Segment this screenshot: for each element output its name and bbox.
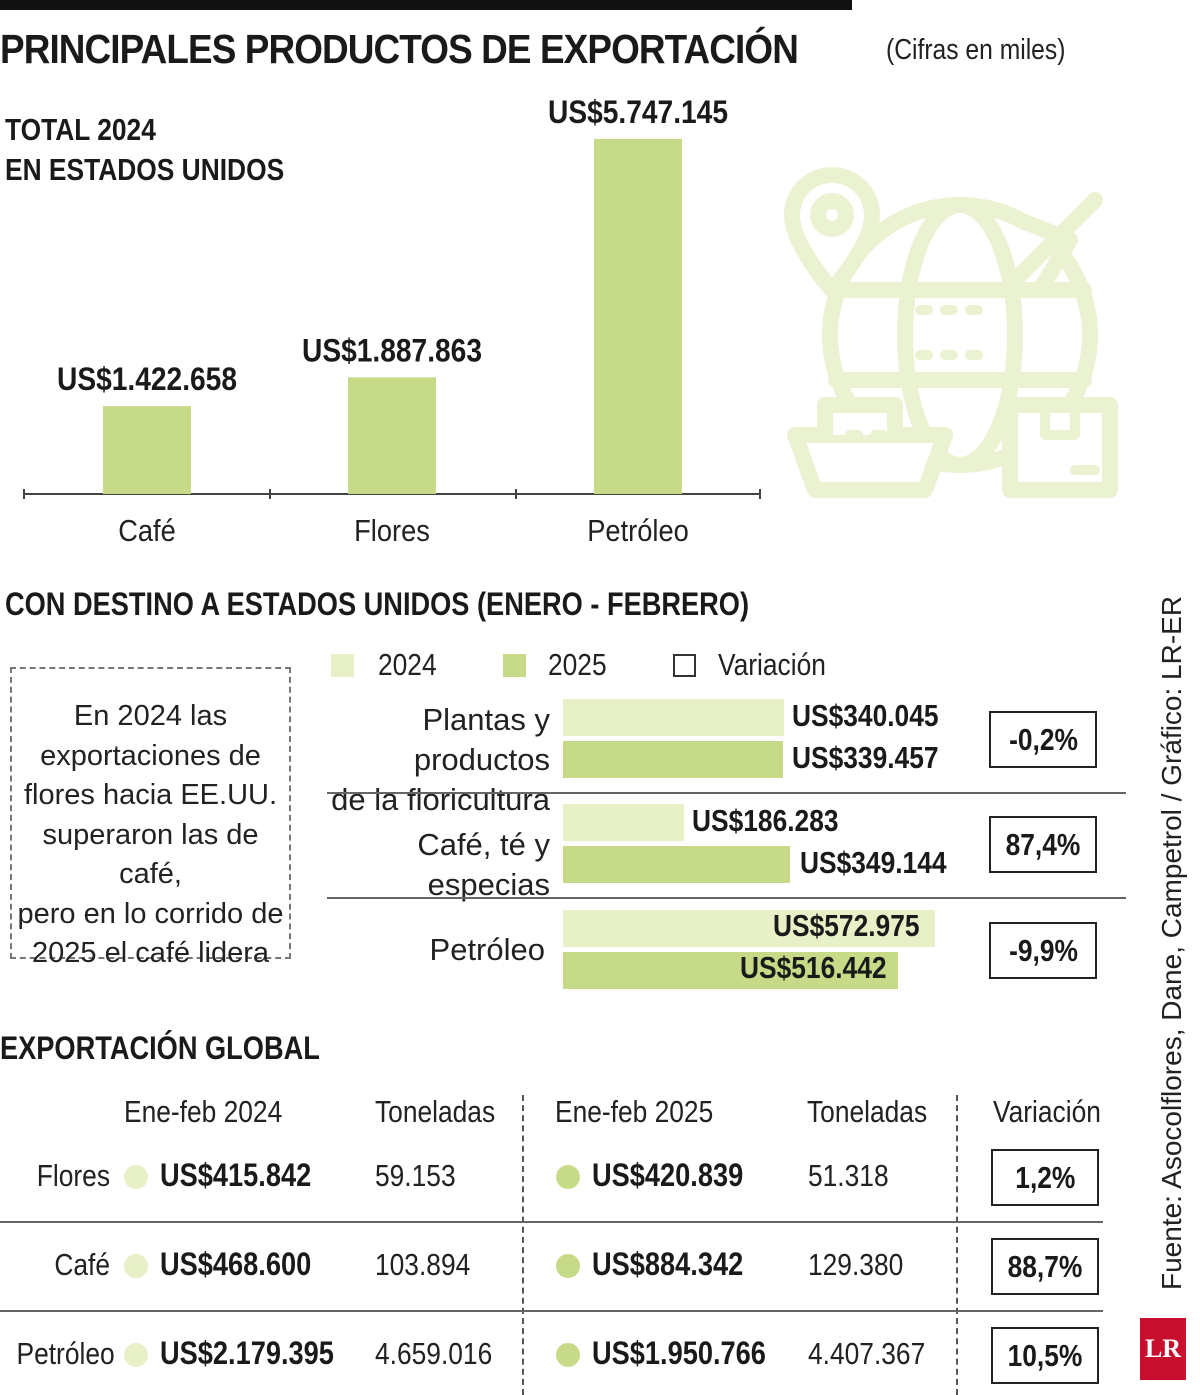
total-2024-bar-chart: US$1.422.658 Café US$1.887.863 Flores US$5.7…	[23, 95, 761, 548]
global-row-label-petroleo: Petróleo	[16, 1336, 115, 1371]
dot-2024	[124, 1165, 148, 1189]
dot-2025	[556, 1343, 580, 1367]
bar-0	[103, 406, 191, 494]
note-line: flores hacia EE.UU.	[23, 779, 278, 811]
dot-2024	[124, 1343, 148, 1367]
global-value-2024: US$2.179.395	[160, 1335, 334, 1371]
x-tick-label: Petróleo	[587, 514, 689, 548]
hbar-value-2025-petroleo: US$516.442	[740, 950, 887, 985]
variation-value: 10,5%	[1007, 1337, 1083, 1373]
global-tons-2025: 51.318	[808, 1158, 889, 1193]
page-title: PRINCIPALES PRODUCTOS DE EXPORTACIÓN	[0, 26, 799, 72]
hbar-category-label-floricultura: Plantas y productos de la floricultura	[300, 700, 550, 820]
variation-box-petroleo: -9,9%	[989, 922, 1097, 979]
legend-variation-label: Variación	[718, 647, 826, 682]
note-text: En 2024 las exportaciones de flores haci…	[12, 697, 289, 974]
col-header-tons-2024: Toneladas	[375, 1094, 496, 1129]
section-heading-total: TOTAL 2024 EN ESTADOS UNIDOS	[5, 110, 284, 190]
global-value-2025: US$1.950.766	[592, 1335, 766, 1371]
legend-2025-label: 2025	[548, 647, 607, 682]
global-tons-2024: 103.894	[375, 1247, 471, 1282]
x-tick-label: Flores	[354, 514, 430, 548]
hbar-category-label-cafe: Café, té y especias	[417, 827, 550, 902]
top-rule	[0, 0, 852, 10]
variation-value: -0,2%	[1008, 721, 1078, 757]
bar-1	[348, 377, 436, 494]
bar-value-label: US$1.887.863	[302, 334, 482, 369]
hbar-value-2024-cafe: US$186.283	[692, 803, 839, 838]
section-heading-line-2: EN ESTADOS UNIDOS	[5, 152, 285, 187]
row-separator	[327, 897, 1126, 899]
col-header-variation: Variación	[993, 1094, 1101, 1129]
global-variation-box: 88,7%	[991, 1238, 1099, 1295]
section-heading-line-1: TOTAL 2024	[5, 112, 156, 147]
bar-2	[594, 139, 682, 494]
global-variation-box: 10,5%	[991, 1327, 1099, 1384]
legend: 2024 2025 Variación	[331, 647, 838, 683]
global-value-2025: US$884.342	[592, 1246, 744, 1282]
hbar-value-2025-cafe: US$349.144	[800, 845, 947, 880]
dot-2025	[556, 1165, 580, 1189]
variation-value: -9,9%	[1008, 932, 1078, 968]
hbar-2025-cafe	[563, 846, 790, 883]
variation-box-floricultura: -0,2%	[989, 711, 1097, 768]
row-separator	[327, 792, 1126, 794]
row-separator	[0, 1221, 1103, 1223]
note-line: pero en lo corrido de	[17, 897, 284, 930]
global-tons-2024: 4.659.016	[375, 1336, 493, 1371]
x-tick-label: Café	[118, 514, 176, 548]
hbar-2024-petroleo	[563, 910, 935, 947]
column-divider	[522, 1095, 524, 1395]
export-globe-icon	[784, 167, 1118, 498]
legend-variation-swatch	[673, 653, 696, 677]
note-line: superaron las de café,	[42, 818, 259, 891]
hbar-value-2024-floricultura: US$340.045	[792, 698, 939, 733]
section-heading-global: EXPORTACIÓN GLOBAL	[0, 1030, 320, 1066]
hbar-category-label-petroleo: Petróleo	[429, 932, 545, 967]
col-header-period-2025: Ene-feb 2025	[555, 1094, 714, 1129]
col-header-period-2024: Ene-feb 2024	[124, 1094, 283, 1129]
global-row-label-flores: Flores	[36, 1158, 110, 1193]
hbar-value-2024-petroleo: US$572.975	[773, 908, 920, 943]
section-heading-destino: CON DESTINO A ESTADOS UNIDOS (ENERO - FE…	[5, 586, 750, 622]
hbar-2025-petroleo	[563, 952, 898, 989]
note-line: 2025 el café lidera	[32, 937, 269, 969]
bar-value-label: US$5.747.145	[548, 95, 728, 130]
variation-box-cafe: 87,4%	[989, 816, 1097, 873]
legend-2024-swatch	[331, 653, 354, 677]
global-value-2024: US$468.600	[160, 1246, 312, 1282]
variation-value: 87,4%	[1005, 826, 1081, 862]
bar-value-label: US$1.422.658	[57, 363, 237, 398]
hbar-2024-floricultura	[563, 699, 784, 736]
note-line: En 2024 las	[73, 700, 228, 732]
note-box: En 2024 las exportaciones de flores haci…	[10, 667, 291, 969]
global-tons-2024: 59.153	[375, 1158, 456, 1193]
hbar-category-line: de la floricultura	[331, 782, 550, 817]
note-line: exportaciones de	[40, 739, 261, 772]
variation-value: 1,2%	[1014, 1159, 1076, 1195]
global-tons-2025: 129.380	[808, 1247, 904, 1282]
global-value-2024: US$415.842	[160, 1157, 312, 1193]
column-divider	[956, 1095, 958, 1395]
legend-2025-swatch	[503, 653, 526, 677]
global-variation-box: 1,2%	[991, 1149, 1099, 1206]
source-credit: Fuente: Asocolflores, Dane, Campetrol / …	[1156, 595, 1187, 1290]
legend-2024-label: 2024	[378, 647, 437, 682]
col-header-tons-2025: Toneladas	[807, 1094, 928, 1129]
hbar-value-2025-floricultura: US$339.457	[792, 740, 939, 775]
page-subtitle: (Cifras en miles)	[886, 34, 1066, 66]
row-separator	[0, 1310, 1103, 1312]
hbar-2024-cafe	[563, 804, 684, 841]
global-row-label-cafe: Café	[54, 1247, 110, 1282]
lr-logo: LR	[1140, 1318, 1186, 1380]
global-tons-2025: 4.407.367	[808, 1336, 926, 1371]
hbar-category-line: Plantas y productos	[413, 702, 550, 777]
dot-2025	[556, 1254, 580, 1278]
dot-2024	[124, 1254, 148, 1278]
hbar-2025-floricultura	[563, 741, 783, 778]
global-value-2025: US$420.839	[592, 1157, 744, 1193]
variation-value: 88,7%	[1007, 1248, 1083, 1284]
